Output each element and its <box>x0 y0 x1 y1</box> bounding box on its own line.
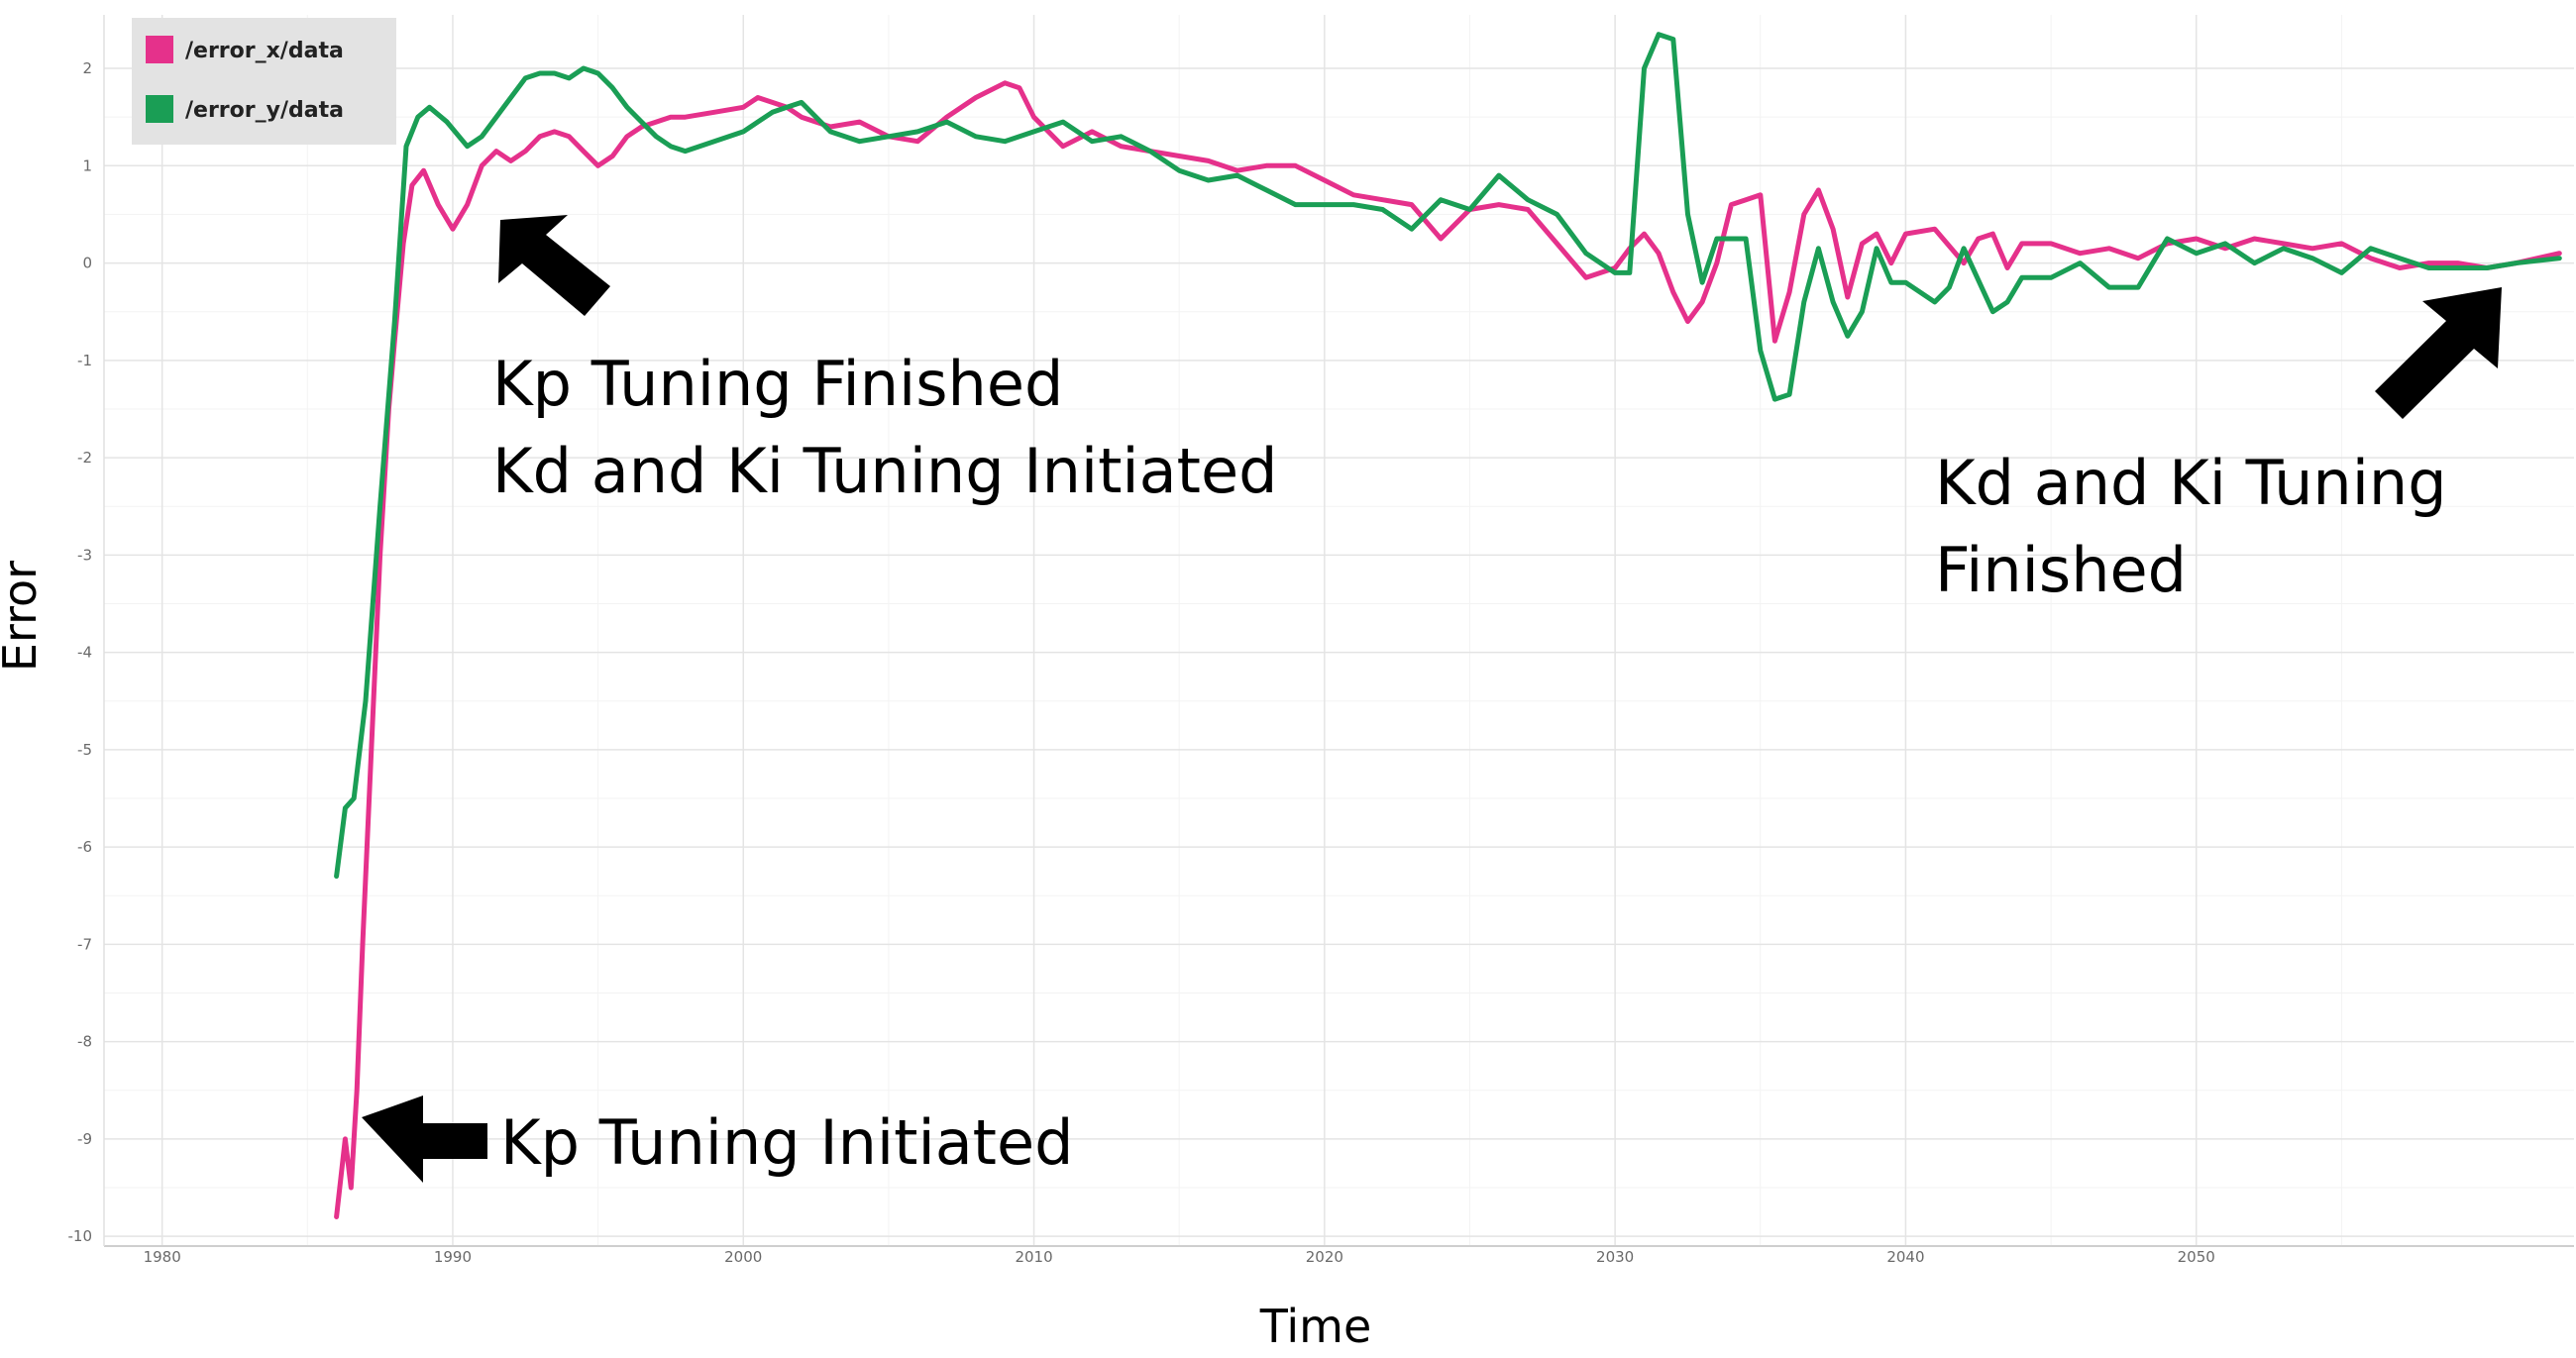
legend-label-error-x: /error_x/data <box>185 39 344 63</box>
legend-label-error-y: /error_y/data <box>185 98 344 123</box>
legend-background <box>132 18 396 145</box>
x-tick-label: 2030 <box>1596 1248 1634 1266</box>
x-tick-label: 2040 <box>1886 1248 1924 1266</box>
annotation-kdki-finished-line1: Kd and Ki Tuning <box>1935 447 2447 519</box>
x-tick-label: 1980 <box>144 1248 181 1266</box>
annotation-kp-start: Kp Tuning Initiated <box>500 1106 1074 1179</box>
y-tick-label: -4 <box>77 644 92 662</box>
y-tick-label: -3 <box>77 546 92 564</box>
y-tick-label: 0 <box>82 255 92 272</box>
y-tick-label: -8 <box>77 1033 92 1051</box>
series-layer <box>334 32 2562 1219</box>
y-tick-label: -2 <box>77 449 92 467</box>
annotation-kdki-finished-line2: Finished <box>1935 534 2187 606</box>
y-axis-title: Error <box>0 561 47 672</box>
x-tick-label: 2020 <box>1306 1248 1343 1266</box>
y-tick-label: -10 <box>68 1227 93 1245</box>
arrow-kp-start-icon <box>362 1096 487 1183</box>
y-tick-label: -1 <box>77 352 92 369</box>
annotation-kp-finished-line1: Kp Tuning Finished <box>492 348 1063 420</box>
y-tick-label: 2 <box>82 59 92 77</box>
legend: /error_x/data /error_y/data <box>132 18 396 145</box>
x-tick-label: 1990 <box>434 1248 472 1266</box>
arrow-kp-finished-icon <box>498 215 610 316</box>
arrow-kdki-finished-icon <box>2375 287 2502 419</box>
x-tick-label: 2010 <box>1015 1248 1052 1266</box>
legend-swatch-error-y <box>146 95 173 123</box>
legend-swatch-error-x <box>146 36 173 63</box>
grid-layer <box>104 15 2574 1246</box>
annotation-kp-finished-line2: Kd and Ki Tuning Initiated <box>492 435 1277 507</box>
y-tick-label: -9 <box>77 1130 92 1148</box>
y-tick-label: -7 <box>77 935 92 953</box>
y-tick-label: -5 <box>77 741 92 759</box>
series-line-error-y <box>334 32 2562 880</box>
y-tick-label: -6 <box>77 838 92 856</box>
y-tick-label: 1 <box>82 157 92 174</box>
x-tick-label: 2050 <box>2178 1248 2215 1266</box>
x-axis-title: Time <box>1259 1300 1372 1353</box>
series-line-error-x <box>334 80 2562 1219</box>
axis-layer: 1980 1990 2000 2010 2020 2030 2040 2050 2 1 0 -1 -2 -… <box>68 15 2574 1266</box>
x-tick-label: 2000 <box>724 1248 762 1266</box>
